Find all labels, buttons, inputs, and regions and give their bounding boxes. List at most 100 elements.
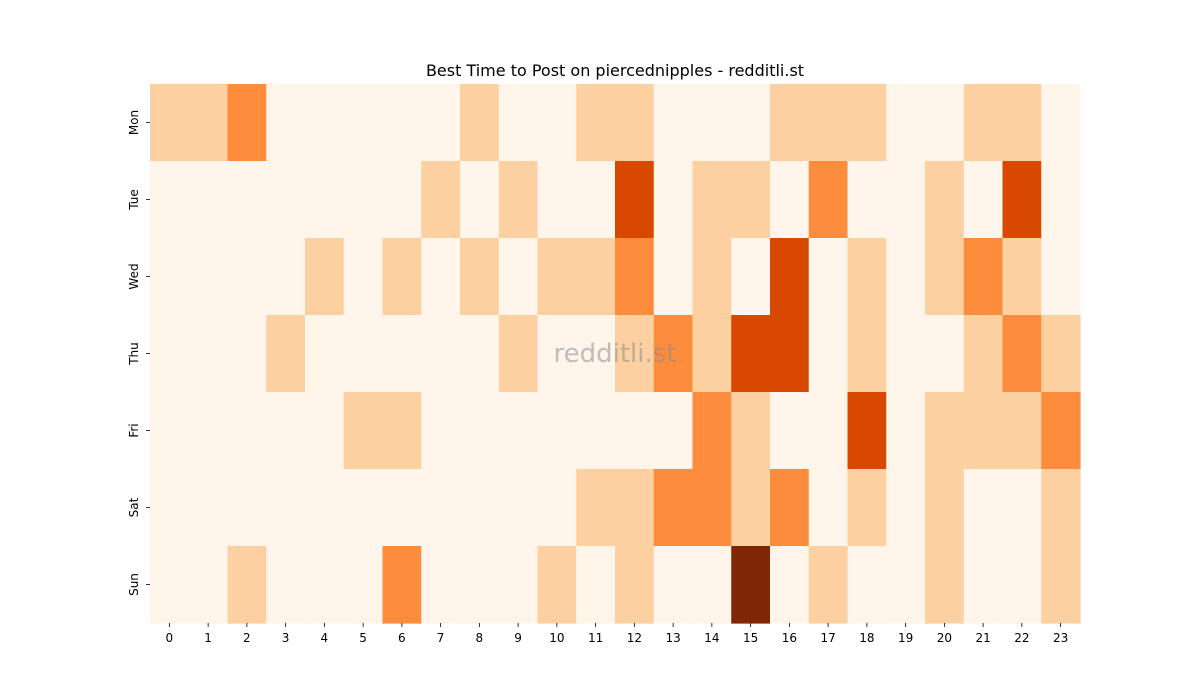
heatmap-cell: [1041, 315, 1081, 393]
heatmap-cell: [808, 84, 849, 162]
x-tick-label: 22: [1014, 631, 1029, 645]
heatmap-cell: [925, 315, 965, 393]
x-tick-label: 8: [476, 631, 484, 645]
heatmap-cell: [266, 238, 306, 316]
heatmap-cell: [460, 161, 500, 239]
heatmap-cell: [808, 469, 849, 547]
y-tick-label: Thu: [127, 342, 141, 366]
heatmap-cell: [421, 469, 461, 547]
heatmap-cell: [498, 315, 539, 393]
heatmap-cell: [227, 546, 267, 624]
heatmap-cell: [343, 392, 384, 470]
heatmap-cell: [847, 546, 887, 624]
heatmap-cell: [576, 315, 616, 393]
heatmap-cell: [692, 469, 732, 547]
heatmap-cell: [150, 392, 190, 470]
heatmap-cell: [537, 469, 577, 547]
y-tick-label: Sat: [127, 497, 141, 517]
heatmap-cell: [460, 238, 500, 316]
heatmap-cell: [615, 238, 655, 316]
heatmap-cell: [808, 392, 849, 470]
heatmap-cell: [305, 315, 345, 393]
heatmap-cell: [305, 469, 345, 547]
x-tick-label: 1: [204, 631, 212, 645]
heatmap-cell: [382, 469, 422, 547]
x-tick-label: 17: [820, 631, 835, 645]
heatmap-cell: [731, 392, 771, 470]
heatmap-cell: [498, 161, 539, 239]
heatmap-cell: [886, 161, 926, 239]
heatmap-cell: [615, 392, 655, 470]
heatmap-cell: [576, 469, 616, 547]
heatmap-cell: [731, 238, 771, 316]
heatmap-cell: [886, 84, 926, 162]
heatmap-cell: [770, 84, 810, 162]
y-tick-label: Mon: [127, 110, 141, 135]
heatmap-cell: [150, 315, 190, 393]
heatmap-cell: [343, 546, 384, 624]
heatmap-cell: [886, 315, 926, 393]
watermark: redditli.st: [554, 339, 677, 369]
heatmap-cell: [1002, 469, 1042, 547]
heatmap-cell: [498, 469, 539, 547]
x-tick-label: 19: [898, 631, 913, 645]
heatmap-cell: [1002, 392, 1042, 470]
x-tick-label: 14: [704, 631, 719, 645]
heatmap-cell: [498, 238, 539, 316]
x-tick-label: 15: [743, 631, 758, 645]
heatmap-cell: [615, 84, 655, 162]
heatmap-cell: [731, 84, 771, 162]
chart-title: Best Time to Post on piercednipples - re…: [426, 61, 804, 80]
heatmap-cell: [305, 161, 345, 239]
y-axis-ticks: Mon Tue Wed Thu Fri Sat Sun: [127, 110, 150, 596]
x-tick-label: 7: [437, 631, 445, 645]
heatmap-cell: [692, 84, 732, 162]
heatmap-cell: [615, 315, 655, 393]
x-tick-label: 3: [282, 631, 290, 645]
heatmap-cell: [847, 469, 887, 547]
heatmap-cells: [150, 84, 1081, 624]
x-axis-ticks: 0 1 2 3 4 5 6 7 8 9 10 11 12 13 14 15 16 17 18 19 20 21 22 23: [166, 623, 1068, 645]
heatmap-cell: [925, 161, 965, 239]
heatmap-cell: [925, 238, 965, 316]
x-tick-label: 9: [514, 631, 522, 645]
heatmap-cell: [150, 238, 190, 316]
heatmap-cell: [847, 392, 887, 470]
heatmap-cell: [808, 238, 849, 316]
x-tick-label: 5: [359, 631, 367, 645]
heatmap-cell: [1002, 161, 1042, 239]
heatmap-cell: [847, 238, 887, 316]
heatmap-cell: [537, 315, 577, 393]
heatmap-cell: [576, 546, 616, 624]
x-tick-label: 10: [549, 631, 564, 645]
heatmap-cell: [615, 546, 655, 624]
heatmap-cell: [460, 315, 500, 393]
y-tick-label: Wed: [127, 263, 141, 289]
heatmap-cell: [770, 161, 810, 239]
heatmap-cell: [770, 392, 810, 470]
heatmap-cell: [188, 161, 229, 239]
heatmap-cell: [653, 392, 694, 470]
heatmap-cell: [808, 161, 849, 239]
heatmap-cell: [692, 392, 732, 470]
heatmap-cell: [770, 315, 810, 393]
heatmap-cell: [653, 469, 694, 547]
heatmap-cell: [188, 546, 229, 624]
heatmap-cell: [343, 161, 384, 239]
heatmap-cell: [1002, 84, 1042, 162]
heatmap-cell: [498, 546, 539, 624]
heatmap-cell: [421, 84, 461, 162]
heatmap-cell: [460, 84, 500, 162]
heatmap-cell: [343, 315, 384, 393]
heatmap-cell: [1041, 469, 1081, 547]
heatmap-cell: [266, 161, 306, 239]
x-tick-label: 21: [975, 631, 990, 645]
heatmap-cell: [808, 315, 849, 393]
heatmap-cell: [1041, 546, 1081, 624]
heatmap-cell: [963, 392, 1004, 470]
heatmap-cell: [963, 161, 1004, 239]
heatmap-cell: [847, 315, 887, 393]
heatmap-cell: [963, 546, 1004, 624]
heatmap-cell: [731, 315, 771, 393]
heatmap-cell: [886, 546, 926, 624]
